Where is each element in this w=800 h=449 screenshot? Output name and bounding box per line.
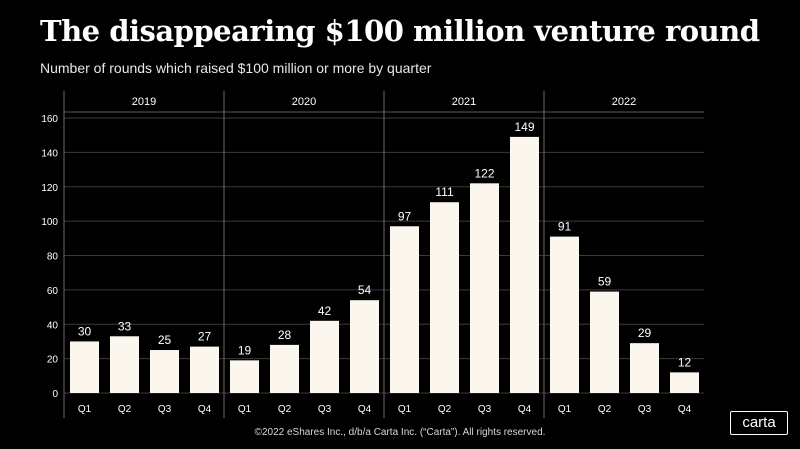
data-label: 149	[514, 120, 534, 134]
x-tick-label: Q4	[198, 404, 212, 415]
data-label: 30	[78, 324, 92, 338]
x-tick-label: Q1	[398, 404, 412, 415]
data-label: 19	[238, 343, 252, 357]
x-tick-label: Q3	[638, 404, 652, 415]
bar	[70, 341, 99, 393]
y-tick-label: 20	[47, 355, 59, 366]
y-tick-label: 140	[41, 148, 58, 159]
data-label: 29	[638, 326, 652, 340]
bar	[510, 136, 539, 393]
data-label: 42	[318, 304, 332, 318]
x-tick-label: Q3	[318, 404, 332, 415]
chart-title: The disappearing $100 million venture ro…	[40, 14, 760, 48]
x-tick-label: Q2	[118, 404, 132, 415]
x-tick-label: Q4	[358, 404, 372, 415]
data-label: 12	[678, 355, 692, 369]
bar	[350, 300, 379, 393]
x-tick-label: Q1	[238, 404, 252, 415]
y-tick-label: 40	[47, 320, 59, 331]
x-tick-label: Q2	[278, 404, 292, 415]
data-label: 97	[398, 209, 412, 223]
x-tick-label: Q3	[158, 404, 172, 415]
y-tick-label: 80	[47, 252, 59, 263]
bar	[190, 346, 219, 393]
x-tick-label: Q1	[558, 404, 572, 415]
bar	[630, 343, 659, 393]
bar	[310, 320, 339, 393]
x-tick-label: Q2	[438, 404, 452, 415]
x-tick-label: Q4	[518, 404, 532, 415]
bar	[550, 236, 579, 393]
bar	[150, 350, 179, 393]
data-label: 33	[118, 319, 132, 333]
bar	[230, 360, 259, 393]
group-label-2019: 2019	[132, 96, 156, 108]
data-label: 122	[474, 166, 494, 180]
group-label-2021: 2021	[452, 96, 476, 108]
carta-logo: carta	[730, 411, 788, 435]
bar	[390, 226, 419, 393]
bar	[470, 183, 499, 393]
group-label-2022: 2022	[612, 96, 636, 108]
data-label: 54	[358, 283, 372, 297]
bar	[430, 202, 459, 393]
y-tick-label: 60	[47, 286, 59, 297]
data-label: 28	[278, 328, 292, 342]
x-tick-label: Q3	[478, 404, 492, 415]
bar	[590, 291, 619, 393]
data-label: 25	[158, 333, 172, 347]
data-label: 91	[558, 220, 572, 234]
data-label: 59	[598, 275, 612, 289]
chart-subtitle: Number of rounds which raised $100 milli…	[40, 60, 432, 76]
y-tick-label: 120	[41, 183, 58, 194]
x-tick-label: Q4	[678, 404, 692, 415]
x-tick-label: Q1	[78, 404, 92, 415]
bar	[110, 336, 139, 393]
y-tick-label: 160	[41, 114, 58, 125]
x-tick-label: Q2	[598, 404, 612, 415]
data-label: 27	[198, 330, 212, 344]
y-tick-label: 100	[41, 217, 58, 228]
data-label: 111	[435, 185, 454, 199]
copyright-footer: ©2022 eShares Inc., d/b/a Carta Inc. (“C…	[254, 427, 546, 438]
bar	[270, 344, 299, 393]
group-label-2020: 2020	[292, 96, 316, 108]
y-tick-label: 0	[52, 389, 58, 400]
bar	[670, 372, 699, 393]
